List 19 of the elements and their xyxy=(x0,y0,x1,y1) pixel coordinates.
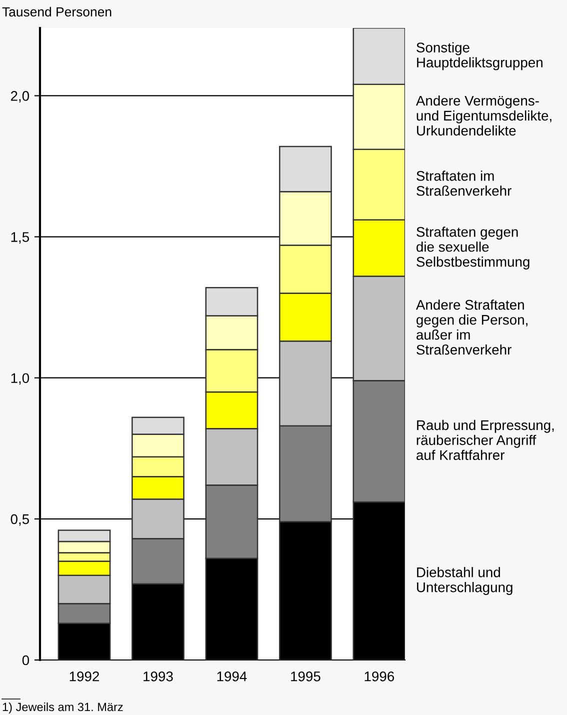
series-label: Andere Straftaten gegen die Person, außer im Straßenverkehr xyxy=(416,300,528,355)
series-label: Sonstige Hauptdeliktsgruppen xyxy=(416,42,542,70)
x-tick-label: 1993 xyxy=(144,671,173,682)
y-tick-label: 1,0 xyxy=(11,373,30,385)
series-label: Raub und Erpressung, räuberischer Angriff auf Kraftfahrer xyxy=(416,420,554,460)
y-axis-title: Tausend Personen xyxy=(2,6,112,17)
x-tick-label: 1995 xyxy=(291,671,320,682)
series-label: Straftaten im Straßenverkehr xyxy=(416,170,512,196)
series-label: Diebstahl und Unterschlagung xyxy=(417,567,512,595)
y-tick-label: 0,5 xyxy=(10,514,30,526)
y-tick-label: 2,0 xyxy=(10,91,30,103)
x-tick-label: 1992 xyxy=(70,671,99,682)
series-label: Straftaten gegen die sexuelle Selbstbestimmung xyxy=(416,226,530,270)
text: 1) Jeweils am 31. März xyxy=(2,702,123,714)
y-tick-label: 0 xyxy=(22,655,30,666)
x-tick-label: 1994 xyxy=(217,671,247,682)
series-label: Andere Vermögens- und Eigentumsdelikte, Urkundendelikte xyxy=(416,95,552,136)
y-tick-label: 1,5 xyxy=(11,232,30,244)
x-tick-label: 1996 xyxy=(364,671,394,682)
